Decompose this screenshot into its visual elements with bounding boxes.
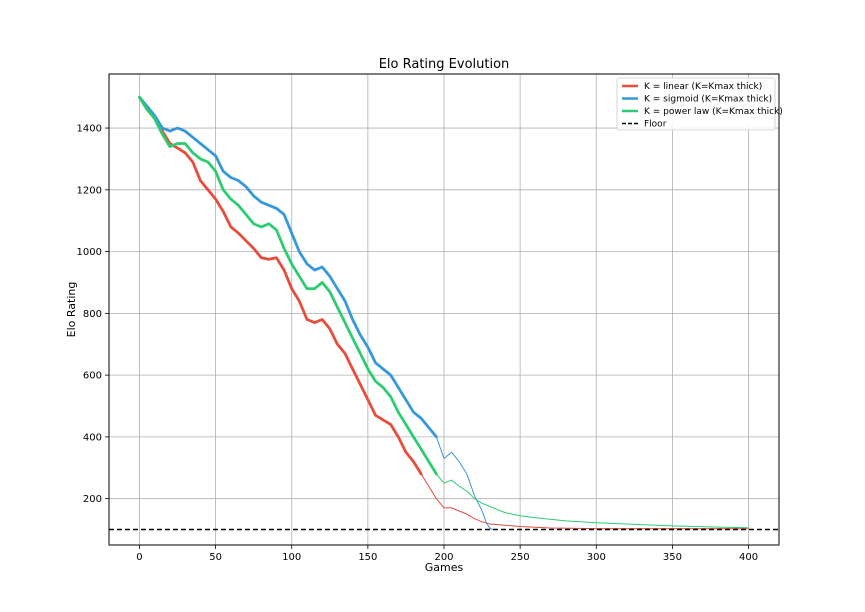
grid-lines [109,74,779,545]
series-layer [138,95,749,531]
y-axis-label: Elo Rating [65,282,78,338]
legend-box [616,77,776,131]
x-tick-label: 100 [282,552,301,563]
x-tick-label: 0 [136,552,142,563]
y-axis-ticks: 200 400 600 800 1000 1200 1400 [77,124,109,505]
chart-title: Elo Rating Evolution [379,57,510,72]
x-tick-label: 300 [587,552,606,563]
y-tick-label: 1200 [77,185,102,196]
legend-entry-linear: K = linear (K=Kmax thick) [644,82,762,92]
y-tick-label: 600 [83,371,102,382]
y-tick-label: 200 [83,494,102,505]
x-tick-label: 250 [511,552,530,563]
y-tick-label: 400 [83,432,102,443]
legend-entry-power-law: K = power law (K=Kmax thick) [644,107,783,117]
series-line-sigmoid-thin [435,436,493,531]
x-tick-label: 150 [358,552,377,563]
legend: K = linear (K=Kmax thick) K = sigmoid (K… [616,77,783,131]
x-tick-label: 350 [663,552,682,563]
x-axis-ticks: 0 50 100 150 200 250 300 350 400 [136,545,758,563]
series-line-linear [138,95,423,476]
series-line-sigmoid [138,95,438,439]
x-tick-label: 50 [209,552,222,563]
x-tick-label: 400 [739,552,758,563]
y-tick-label: 1000 [77,247,102,258]
y-tick-label: 800 [83,309,102,320]
legend-entry-floor: Floor [644,120,667,130]
y-tick-label: 1400 [77,124,102,135]
legend-entry-sigmoid: K = sigmoid (K=Kmax thick) [644,95,772,105]
x-axis-label: Games [425,561,464,574]
series-line-linear-thin [420,473,749,530]
series-line-power-law [138,95,438,476]
series-line-power-law-thin [436,473,749,529]
x-tick-label: 200 [434,552,453,563]
